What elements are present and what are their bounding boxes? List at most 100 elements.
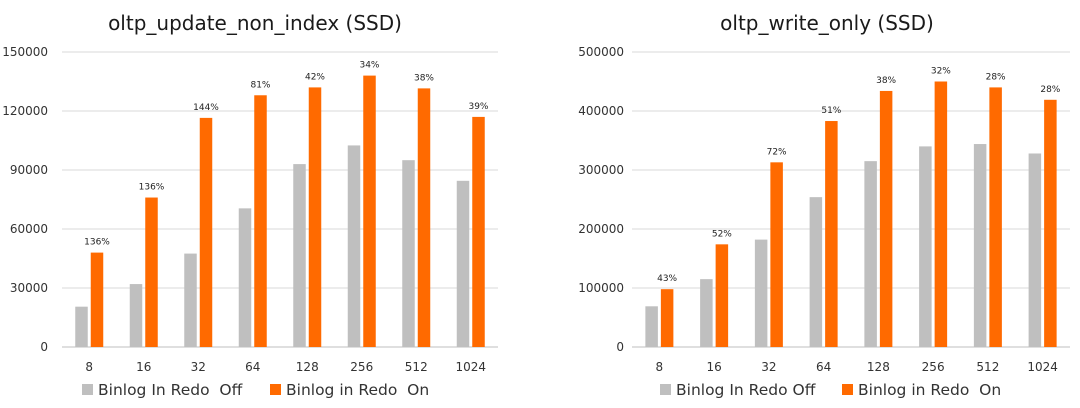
chart-panel-write-only: oltp_write_only (SSD) 0 100000 200000 30000… [560, 0, 1080, 408]
bar-binlog-on-512 [417, 88, 431, 347]
bar-binlog-off-1024 [456, 180, 470, 347]
bar-annotation-32: 72% [767, 147, 787, 157]
bar-binlog-on-256 [934, 81, 948, 347]
bar-binlog-on-16 [715, 244, 729, 347]
bar-binlog-off-8 [75, 306, 88, 347]
bar-binlog-off-32 [184, 253, 197, 347]
bar-binlog-off-128 [864, 161, 877, 347]
legend: Binlog In Redo Off Binlog in Redo On [82, 381, 429, 399]
bar-binlog-on-32 [199, 117, 213, 347]
bar-binlog-on-8 [660, 289, 674, 347]
bar-binlog-off-16 [129, 284, 143, 347]
y-tick-label: 0 [616, 340, 624, 354]
data-labels: 43% 52% 72% 51% 38% 32% 28% 28% [657, 67, 1061, 285]
bar-binlog-off-128 [293, 164, 306, 347]
bar-annotation-128: 42% [305, 72, 325, 82]
legend-label-on: Binlog in Redo On [286, 381, 429, 399]
y-tick-label: 120000 [2, 104, 48, 118]
y-tick-label: 150000 [2, 45, 48, 59]
y-tick-label: 90000 [10, 163, 48, 177]
chart-update-non-index: oltp_update_non_index (SSD) 0 30000 60000 9… [2, 11, 498, 399]
bar-annotation-512: 38% [414, 73, 434, 83]
x-tick-label: 8 [85, 360, 93, 374]
chart-write-only: oltp_write_only (SSD) 0 100000 200000 30000… [578, 11, 1070, 399]
bar-binlog-on-16 [145, 197, 158, 347]
bar-binlog-on-1024 [1044, 99, 1057, 347]
data-labels: 136% 136% 144% 81% 42% 34% 38% 39% [84, 61, 489, 248]
bar-annotation-64: 51% [821, 106, 841, 116]
legend-label-off: Binlog In Redo Off [676, 381, 816, 399]
x-tick-label: 32 [191, 360, 206, 374]
x-tick-label: 128 [867, 360, 890, 374]
bar-annotation-128: 38% [876, 76, 896, 86]
bar-binlog-off-64 [238, 208, 252, 347]
bar-binlog-off-32 [754, 239, 768, 347]
gridlines [632, 51, 1070, 348]
legend-swatch-off [660, 384, 671, 395]
bar-binlog-off-64 [809, 197, 823, 347]
bar-annotation-64: 81% [250, 80, 270, 90]
bar-annotation-1024: 28% [1040, 85, 1060, 95]
bar-binlog-on-64 [254, 95, 267, 348]
chart-panel-update-non-index: oltp_update_non_index (SSD) 0 30000 60000 9… [0, 0, 520, 408]
x-tick-label: 512 [405, 360, 428, 374]
legend-label-on: Binlog in Redo On [858, 381, 1001, 399]
bar-annotation-16: 136% [139, 183, 165, 193]
x-tick-label: 256 [350, 360, 373, 374]
x-tick-label: 8 [656, 360, 664, 374]
y-axis-ticks: 0 100000 200000 300000 400000 500000 [578, 45, 624, 354]
x-tick-label: 256 [922, 360, 945, 374]
x-tick-label: 128 [296, 360, 319, 374]
x-tick-label: 512 [976, 360, 999, 374]
bar-binlog-on-128 [879, 90, 893, 347]
y-tick-label: 400000 [578, 104, 624, 118]
bars [75, 75, 485, 348]
bar-binlog-off-256 [347, 145, 361, 347]
bar-annotation-1024: 39% [468, 102, 488, 112]
legend: Binlog In Redo Off Binlog in Redo On [660, 381, 1001, 399]
chart-title: oltp_write_only (SSD) [720, 11, 934, 35]
bar-annotation-8: 43% [657, 274, 677, 284]
x-tick-label: 16 [706, 360, 721, 374]
bar-binlog-on-128 [308, 87, 322, 348]
bar-binlog-off-8 [645, 306, 658, 347]
x-tick-label: 1024 [1027, 360, 1058, 374]
bar-binlog-on-1024 [472, 116, 485, 348]
bar-binlog-off-256 [919, 146, 932, 347]
y-tick-label: 0 [40, 340, 48, 354]
bar-binlog-off-512 [973, 144, 987, 347]
y-tick-label: 100000 [578, 281, 624, 295]
x-axis-ticks: 8 16 32 64 128 256 512 1024 [656, 360, 1058, 374]
legend-swatch-off [82, 384, 93, 395]
bar-annotation-256: 34% [359, 61, 379, 71]
bar-binlog-on-64 [825, 121, 838, 347]
bar-annotation-256: 32% [931, 67, 951, 77]
bar-binlog-off-512 [402, 160, 415, 347]
bar-binlog-on-8 [90, 252, 104, 347]
y-tick-label: 30000 [10, 281, 48, 295]
x-tick-label: 1024 [455, 360, 486, 374]
legend-swatch-on [270, 384, 281, 395]
bar-annotation-16: 52% [712, 229, 732, 239]
bar-annotation-512: 28% [986, 72, 1006, 82]
y-tick-label: 500000 [578, 45, 624, 59]
gridlines [62, 51, 498, 348]
y-tick-label: 300000 [578, 163, 624, 177]
y-tick-label: 60000 [10, 222, 48, 236]
bar-annotation-8: 136% [84, 238, 110, 248]
legend-label-off: Binlog In Redo Off [98, 381, 243, 399]
x-tick-label: 64 [816, 360, 831, 374]
bar-annotation-32: 144% [193, 103, 219, 113]
y-axis-ticks: 0 30000 60000 90000 120000 150000 [2, 45, 48, 354]
bar-binlog-off-1024 [1028, 153, 1042, 347]
chart-title: oltp_update_non_index (SSD) [108, 11, 402, 35]
x-tick-label: 16 [136, 360, 151, 374]
bar-binlog-on-256 [363, 75, 376, 347]
y-tick-label: 200000 [578, 222, 624, 236]
bar-binlog-on-32 [770, 162, 783, 347]
bar-binlog-on-512 [989, 87, 1002, 348]
x-tick-label: 64 [245, 360, 260, 374]
bar-binlog-off-16 [700, 279, 713, 347]
bars [645, 81, 1057, 348]
legend-swatch-on [842, 384, 853, 395]
